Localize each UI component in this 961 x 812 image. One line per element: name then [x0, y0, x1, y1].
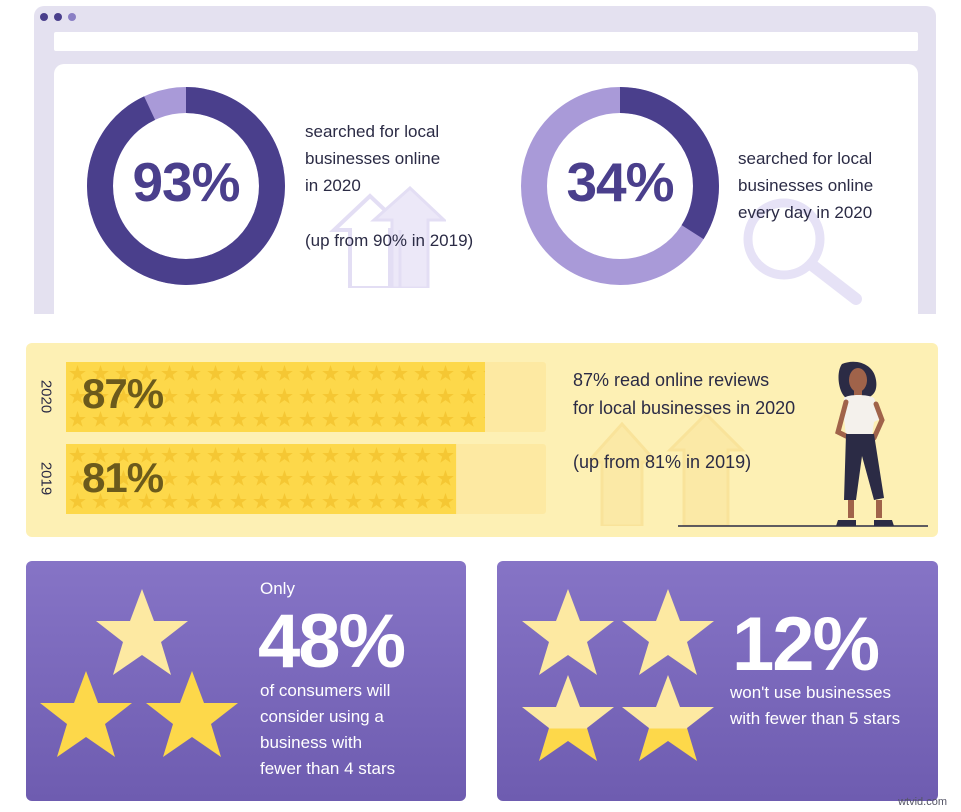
donut-chart-93 [87, 87, 285, 285]
stat-line: businesses online [305, 149, 441, 168]
three-stars-icon [40, 589, 238, 757]
address-bar[interactable] [54, 32, 918, 51]
review-bar-2020 [66, 362, 485, 432]
donut-value [87, 87, 285, 285]
card-line: of consumers will [260, 681, 391, 700]
window-dot [54, 13, 62, 21]
card-line: consider using a [260, 707, 384, 726]
stat-line: in 2020 [305, 176, 361, 195]
reviews-description: 87% read online reviews for local busine… [573, 366, 795, 422]
card-description: won't use businesses with fewer than 5 s… [730, 680, 900, 732]
four-stars-icon [522, 589, 714, 761]
stat-note: (up from 90% in 2019) [305, 231, 474, 250]
window-dot [40, 13, 48, 21]
up-arrows-icon [588, 411, 746, 526]
stat-line: searched for local [738, 149, 873, 168]
bar-label: 81% [82, 454, 164, 501]
donut-chart-34 [521, 87, 719, 285]
stat-line: for local businesses in 2020 [573, 398, 796, 418]
card-percent: 12% [732, 602, 880, 687]
card-description: of consumers will consider using a busin… [260, 678, 395, 782]
stat-line: every day in 2020 [738, 203, 873, 222]
stat-description: searched for local businesses online eve… [738, 145, 873, 226]
stat-line: 87% read online reviews [573, 370, 770, 390]
magnifier-icon [743, 198, 862, 305]
stars-card-48 [26, 561, 466, 801]
stat-line: searched for local [305, 122, 440, 141]
donut-label: 93% [132, 151, 240, 213]
bar-year: 2019 [37, 461, 55, 496]
woman-standing-icon [678, 361, 928, 527]
up-arrows-icon [328, 186, 446, 288]
bar-stars [66, 444, 457, 514]
card-line: business with [260, 733, 363, 752]
card-line: won't use businesses [730, 683, 892, 702]
card-line: fewer than 4 stars [260, 759, 396, 778]
card-line: with fewer than 5 stars [730, 709, 901, 728]
donut-label: 34% [566, 151, 674, 213]
stat-description: searched for local businesses online in … [305, 118, 440, 199]
window-dot [68, 13, 76, 21]
stat-line: businesses online [738, 176, 874, 195]
review-bar-2019 [66, 444, 457, 514]
reviews-note: (up from 81% in 2019) [573, 452, 752, 472]
bar-stars [66, 362, 485, 432]
card-prefix: Only [260, 579, 295, 598]
bar-year: 2020 [37, 379, 55, 414]
donut-value [521, 87, 719, 285]
card-percent: 48% [258, 599, 406, 684]
watermark: wtvid.com [898, 796, 947, 808]
bar-label: 87% [82, 370, 164, 417]
